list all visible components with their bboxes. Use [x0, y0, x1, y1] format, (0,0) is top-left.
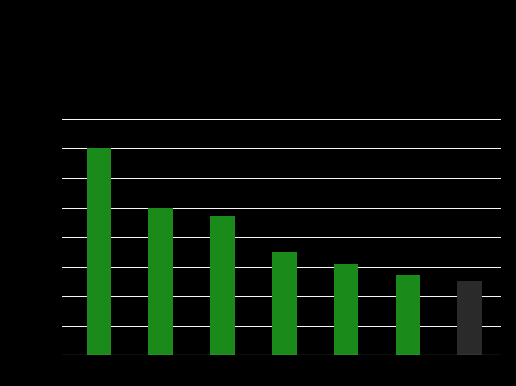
Bar	[210, 217, 235, 355]
Bar	[395, 276, 420, 355]
Bar	[87, 149, 111, 355]
Bar	[457, 281, 482, 355]
Bar	[334, 264, 359, 355]
Bar	[149, 208, 173, 355]
Bar	[272, 252, 297, 355]
